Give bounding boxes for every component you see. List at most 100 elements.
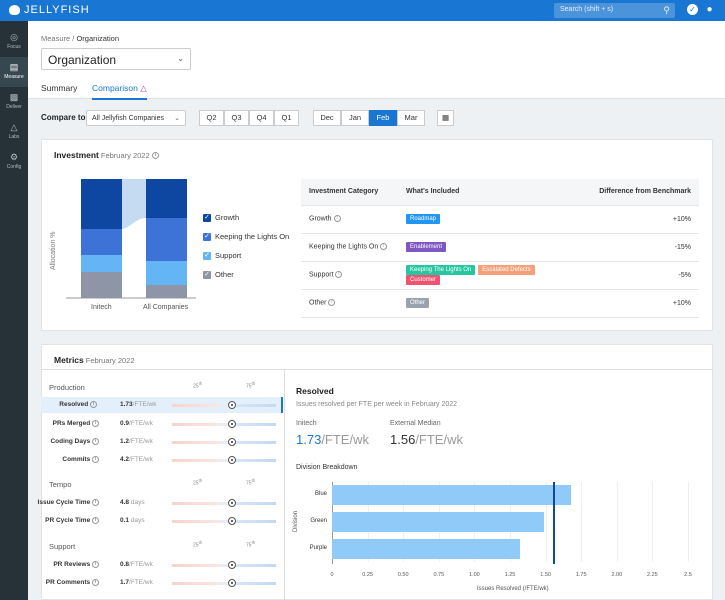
sidebar-item-deliver[interactable]: ▩ Deliver — [0, 87, 28, 117]
breadcrumb-separator: / — [72, 34, 75, 43]
legend-item-ktlo[interactable]: ✓ Keeping the Lights On — [203, 232, 289, 241]
legend-item-growth[interactable]: ✓ Growth — [203, 213, 239, 222]
info-icon[interactable]: i — [92, 438, 99, 445]
info-icon[interactable]: i — [335, 271, 343, 279]
sidebar-item-labs[interactable]: △ Labs — [0, 117, 28, 147]
bar-segment-all-ktlo[interactable] — [146, 218, 187, 261]
investment-period: February 2022 — [100, 151, 150, 160]
table-row: Keeping the Lights On i Enablement -15% — [301, 233, 699, 262]
month-button-jan[interactable]: Jan — [341, 110, 369, 126]
gridline — [545, 482, 547, 562]
bar-segment-initech-growth[interactable] — [81, 179, 122, 229]
month-button-dec[interactable]: Dec — [313, 110, 341, 126]
bar-label-all-companies: All Companies — [143, 304, 189, 311]
search-input[interactable]: Search (shift + s) ⚲ — [554, 3, 675, 18]
bar-segment-all-other[interactable] — [146, 285, 187, 298]
bar-chart-icon: ▤ — [9, 62, 19, 72]
info-icon[interactable]: i — [92, 420, 99, 427]
month-button-feb[interactable]: Feb — [369, 110, 397, 126]
included-cell: Keeping The Lights On Escalated Defects Cu… — [398, 261, 579, 290]
sidebar-item-focus[interactable]: ◎ Focus — [0, 27, 28, 57]
info-icon[interactable]: i — [152, 152, 160, 160]
info-icon[interactable]: i — [92, 561, 99, 568]
divider — [284, 370, 285, 600]
target-icon: ◎ — [10, 32, 18, 42]
metric-row-prs-merged[interactable]: PRs Merged i 0.9/FTE/wk — [41, 416, 283, 432]
bar-segment-all-support[interactable] — [146, 261, 187, 285]
division-breakdown-title: Division Breakdown — [296, 464, 358, 471]
info-icon[interactable]: i — [92, 517, 99, 524]
brand-logo[interactable]: JELLYFISH — [9, 4, 90, 16]
metric-label: Commits i — [62, 456, 99, 463]
percentile-bar — [172, 502, 276, 505]
p75-value: 75 — [246, 383, 252, 390]
organization-select[interactable]: Organization ⌄ — [41, 48, 191, 70]
info-icon[interactable]: i — [333, 215, 341, 223]
initech-number: 1.73 — [296, 432, 322, 447]
quarter-button-q2[interactable]: Q2 — [199, 110, 224, 126]
tab-summary[interactable]: Summary — [41, 83, 78, 93]
category-name: Support — [309, 271, 334, 279]
p25-suffix: th — [198, 381, 203, 386]
metric-label: PRs Merged i — [53, 420, 99, 427]
checkbox-icon[interactable]: ✓ — [203, 213, 211, 222]
percentile-bar — [172, 582, 276, 585]
bar-segment-initech-support[interactable] — [81, 255, 122, 272]
checkbox-icon[interactable]: ✓ — [203, 232, 211, 241]
breadcrumb-parent[interactable]: Measure — [41, 34, 71, 43]
category-cell: Other i — [301, 289, 398, 318]
bar-segment-initech-other[interactable] — [81, 272, 122, 298]
checkbox-icon[interactable]: ✓ — [203, 270, 211, 279]
quarter-button-q3[interactable]: Q3 — [224, 110, 249, 126]
metric-row-resolved[interactable]: Resolved i 1.73/FTE/wk — [41, 397, 283, 413]
breadcrumb: Measure / Organization — [41, 34, 119, 43]
quarter-button-q4[interactable]: Q4 — [249, 110, 274, 126]
percentile-marker — [228, 517, 236, 525]
metric-row-pr-cycle-time[interactable]: PR Cycle Time i 0.1 days — [41, 513, 283, 529]
bar-segment-initech-ktlo[interactable] — [81, 229, 122, 255]
metric-row-commits[interactable]: Commits i 4.2/FTE/wk — [41, 452, 283, 468]
compare-to-select[interactable]: All Jellyfish Companies ⌄ — [86, 110, 186, 126]
compare-to-value: All Jellyfish Companies — [92, 115, 164, 122]
division-bar-purple[interactable] — [332, 539, 520, 559]
metric-unit: days — [130, 499, 145, 506]
check-status-icon[interactable]: ✓ — [687, 4, 698, 15]
gridline — [652, 482, 654, 562]
percentile-marker — [228, 401, 236, 409]
difference-cell: +10% — [579, 289, 699, 318]
table-row: Support i Keeping The Lights On Escalated… — [301, 261, 699, 290]
investment-title: Investment February 2022 i — [54, 150, 160, 160]
x-tick-label: 0.25 — [362, 572, 373, 578]
info-icon[interactable]: i — [92, 456, 99, 463]
info-icon[interactable]: i — [380, 243, 388, 251]
metric-label-text: Resolved — [59, 401, 89, 409]
tag-escalated-defects: Escalated Defects — [478, 265, 535, 275]
search-icon[interactable]: ⚲ — [663, 5, 670, 15]
legend-item-support[interactable]: ✓ Support — [203, 251, 241, 260]
month-button-mar[interactable]: Mar — [397, 110, 425, 126]
legend-label: Growth — [215, 213, 240, 222]
metric-row-pr-comments[interactable]: PR Comments i 1.7/FTE/wk — [41, 575, 283, 591]
calendar-icon[interactable]: ▦ — [437, 110, 454, 126]
legend-item-other[interactable]: ✓ Other — [203, 270, 234, 279]
division-bar-green[interactable] — [332, 512, 545, 532]
sidebar-item-measure[interactable]: ▤ Measure — [0, 57, 28, 87]
x-tick-label: 2.5 — [684, 572, 692, 578]
sidebar-item-config[interactable]: ⚙ Config — [0, 147, 28, 177]
tab-comparison[interactable]: Comparison △ — [92, 83, 147, 100]
info-icon[interactable]: i — [328, 299, 336, 307]
category-name: Keeping the Lights On — [309, 243, 379, 251]
quarter-button-q1[interactable]: Q1 — [274, 110, 299, 126]
info-icon[interactable]: i — [92, 499, 99, 506]
metric-row-issue-cycle-time[interactable]: Issue Cycle Time i 4.8 days — [38, 495, 283, 511]
checkbox-icon[interactable]: ✓ — [203, 251, 211, 260]
metric-value: 1.7/FTE/wk — [120, 579, 153, 586]
column-header-difference: Difference from Benchmark — [579, 179, 699, 206]
info-icon[interactable]: i — [90, 401, 97, 408]
metric-row-pr-reviews[interactable]: PR Reviews i 0.8/FTE/wk — [41, 557, 283, 573]
metric-row-coding-days[interactable]: Coding Days i 1.2/FTE/wk — [41, 434, 283, 450]
bar-segment-all-growth[interactable] — [146, 179, 187, 218]
info-icon[interactable]: i — [92, 579, 99, 586]
division-bar-blue[interactable] — [332, 485, 572, 505]
user-icon[interactable]: ● — [706, 4, 713, 15]
